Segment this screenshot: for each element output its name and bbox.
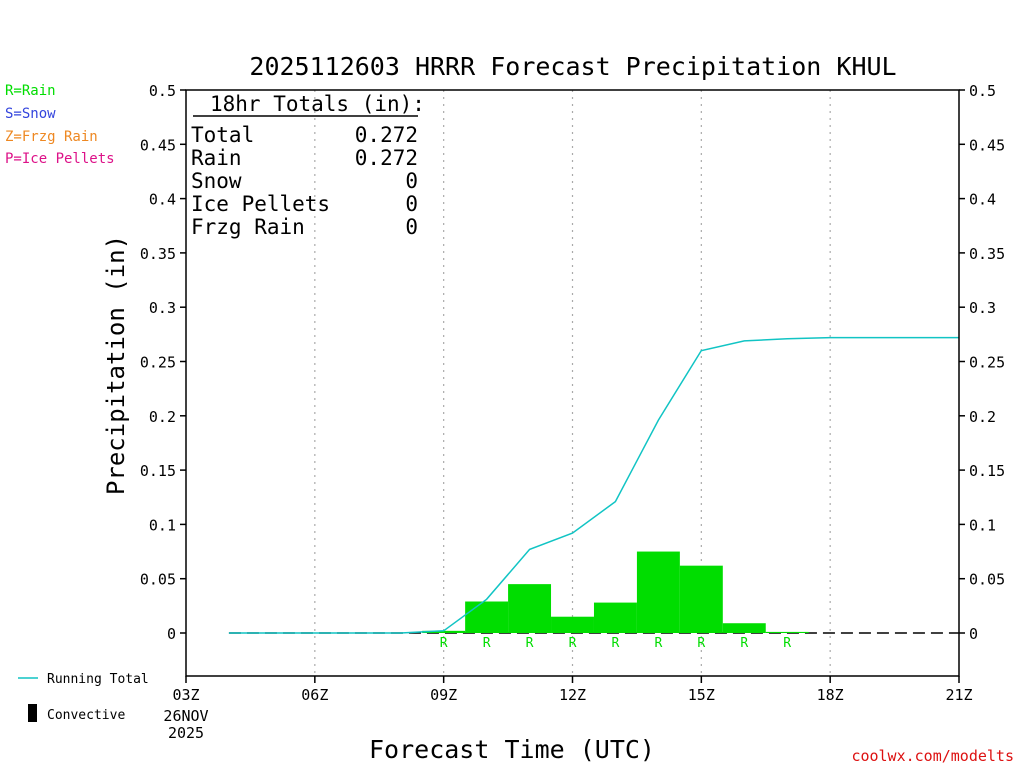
- y-tick-label-left-6: 0.3: [149, 299, 176, 317]
- x-tick-label-06Z: 06Z: [301, 686, 328, 704]
- y-tick-label-right-3: 0.15: [969, 462, 1005, 480]
- precip-bar-16: [722, 623, 766, 633]
- precip-bar-17: [765, 631, 809, 633]
- totals-label-snow: Snow: [191, 169, 242, 193]
- precip-bar-14: [636, 551, 680, 633]
- totals-value-ice: 0: [405, 192, 418, 216]
- y-tick-label-left-9: 0.45: [140, 136, 176, 154]
- y-tick-label-left-2: 0.1: [149, 516, 176, 534]
- running-total-line: [228, 336, 959, 634]
- y-tick-label-right-8: 0.4: [969, 191, 996, 209]
- x-tick-label-21Z: 21Z: [945, 686, 972, 704]
- precip-bar-10: [465, 601, 509, 633]
- precip-bar-12: [551, 616, 594, 633]
- precip-type-label-10: R: [483, 636, 491, 651]
- y-tick-label-right-6: 0.3: [969, 299, 996, 317]
- y-tick-label-left-10: 0.5: [149, 82, 176, 100]
- y-tick-label-left-0: 0: [167, 625, 176, 643]
- y-tick-label-left-4: 0.2: [149, 408, 176, 426]
- x-axis-label: Forecast Time (UTC): [369, 735, 655, 764]
- y-tick-label-left-8: 0.4: [149, 191, 176, 209]
- bottom-legend: Running Total Convective: [18, 672, 149, 723]
- precip-bar-11: [508, 584, 552, 633]
- chart-title: 2025112603 HRRR Forecast Precipitation K…: [249, 52, 896, 81]
- type-legend-rain: R=Rain: [5, 83, 56, 99]
- y-tick-label-left-7: 0.35: [140, 245, 176, 263]
- precip-type-label-9: R: [440, 636, 448, 651]
- y-tick-label-right-5: 0.25: [969, 354, 1005, 372]
- type-legend-frzg: Z=Frzg Rain: [5, 129, 98, 145]
- totals-box: 18hr Totals (in): Total 0.272 Rain 0.272…: [191, 92, 425, 239]
- precip-type-label-11: R: [526, 636, 534, 651]
- precip-bar-13: [593, 602, 637, 633]
- precip-type-label-13: R: [612, 636, 620, 651]
- precip-type-label-12: R: [569, 636, 577, 651]
- type-legend-ice: P=Ice Pellets: [5, 151, 115, 167]
- y-tick-label-right-9: 0.45: [969, 136, 1005, 154]
- y-tick-label-left-5: 0.25: [140, 354, 176, 372]
- totals-value-total: 0.272: [355, 123, 418, 147]
- precip-type-label-17: R: [783, 636, 791, 651]
- y-axis-label: Precipitation (in): [102, 235, 130, 495]
- precip-bar-9: [422, 630, 466, 633]
- line-layer: [228, 336, 959, 634]
- y-tick-label-right-7: 0.35: [969, 245, 1005, 263]
- x-tick-label-12Z: 12Z: [559, 686, 586, 704]
- y-tick-label-right-1: 0.05: [969, 571, 1005, 589]
- credit-text: coolwx.com/modelts: [851, 747, 1014, 765]
- axis-layer: 0 00.05 0.050.1 0.10.15 0.150.2 0.20.25 0.250.…: [140, 82, 1005, 704]
- running-total-legend-label: Running Total: [47, 672, 149, 687]
- totals-value-frzg: 0: [405, 215, 418, 239]
- totals-label-frzg: Frzg Rain: [191, 215, 305, 239]
- totals-label-total: Total: [191, 123, 254, 147]
- y-tick-label-right-4: 0.2: [969, 408, 996, 426]
- y-tick-label-left-3: 0.15: [140, 462, 176, 480]
- precip-type-label-16: R: [740, 636, 748, 651]
- type-legend: R=Rain S=Snow Z=Frzg Rain P=Ice Pellets: [5, 83, 115, 167]
- x-date-line2: 2025: [168, 724, 204, 742]
- grid-layer: [228, 90, 959, 676]
- y-tick-label-right-0: 0: [969, 625, 978, 643]
- y-tick-label-right-2: 0.1: [969, 516, 996, 534]
- x-tick-label-18Z: 18Z: [817, 686, 844, 704]
- precip-bar-15: [679, 565, 723, 633]
- x-tick-label-09Z: 09Z: [430, 686, 457, 704]
- x-tick-label-03Z: 03Z: [172, 686, 199, 704]
- precip-type-label-15: R: [697, 636, 705, 651]
- convective-legend-label: Convective: [47, 708, 125, 723]
- x-tick-label-15Z: 15Z: [688, 686, 715, 704]
- precip-type-label-14: R: [654, 636, 662, 651]
- totals-label-rain: Rain: [191, 146, 242, 170]
- y-tick-label-left-1: 0.05: [140, 571, 176, 589]
- type-legend-snow: S=Snow: [5, 106, 56, 122]
- totals-header: 18hr Totals (in):: [210, 92, 425, 116]
- y-tick-label-right-10: 0.5: [969, 82, 996, 100]
- totals-label-ice: Ice Pellets: [191, 192, 330, 216]
- totals-value-rain: 0.272: [355, 146, 418, 170]
- totals-value-snow: 0: [405, 169, 418, 193]
- x-date-line1: 26NOV: [163, 707, 208, 725]
- convective-legend-swatch: [28, 704, 37, 722]
